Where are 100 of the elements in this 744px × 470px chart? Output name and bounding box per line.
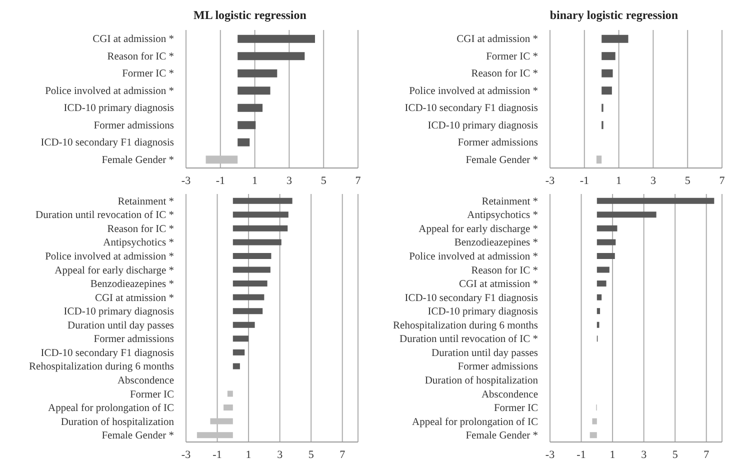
y-tick-label: Abscondence: [481, 389, 538, 400]
x-tick-label: 1: [610, 448, 616, 461]
bar: [232, 212, 288, 218]
y-tick-label: Reason for IC *: [471, 68, 538, 80]
y-tick-label: Rehospitalization during 6 months: [29, 362, 174, 373]
bar: [232, 336, 249, 342]
y-tick-label: ICD-10 secondary F1 diagnosis: [404, 103, 538, 114]
x-tick-label: -3: [181, 448, 192, 461]
y-tick-label: Abscondence: [117, 376, 174, 386]
bar: [232, 363, 240, 370]
x-tick-label: 3: [641, 448, 648, 461]
bar: [596, 239, 616, 246]
y-tick-label: Duration until day passes: [432, 348, 538, 359]
bar: [232, 294, 264, 300]
bar: [596, 252, 615, 259]
y-tick-label: Reason for IC *: [107, 51, 174, 62]
y-tick-label: ICD-10 primary diagnosis: [64, 103, 174, 114]
y-tick-label: Former IC *: [486, 51, 538, 62]
y-tick-label: Former admissions: [458, 138, 538, 149]
bar: [196, 432, 233, 438]
bar: [238, 104, 263, 112]
chart-title: binary logistic regression: [548, 8, 680, 24]
bar: [602, 34, 628, 43]
bar: [602, 52, 616, 60]
bar: [238, 86, 270, 95]
y-tick-label: Police involved at admission *: [409, 86, 538, 97]
y-tick-label: Female Gender *: [102, 154, 174, 166]
bar: [238, 69, 278, 78]
y-tick-label: Duration of hospitalization: [424, 376, 539, 386]
y-tick-label: Reason for IC *: [107, 224, 174, 235]
x-tick-label: 5: [320, 174, 327, 187]
y-tick-label: Retainment *: [482, 196, 538, 208]
x-tick-label: 3: [286, 174, 292, 187]
y-tick-label: Duration of hospitalization: [60, 416, 175, 428]
bar: [596, 225, 618, 232]
y-tick-label: Duration until revocation of IC *: [35, 210, 174, 222]
bar: [232, 308, 263, 314]
bar: [232, 349, 245, 356]
bar: [596, 266, 610, 273]
y-tick-label: Appeal for prolongation of IC: [412, 416, 538, 428]
x-tick-label: 7: [704, 448, 710, 461]
y-tick-label: Duration until revocation of IC *: [399, 334, 538, 346]
y-tick-label: Former admissions: [94, 334, 174, 346]
bar: [592, 418, 597, 424]
bar: [227, 390, 233, 397]
x-tick-label: 1: [252, 174, 258, 187]
x-tick-label: -1: [216, 174, 225, 187]
y-tick-label: Police involved at admission *: [409, 252, 538, 262]
bar: [596, 322, 600, 328]
x-tick-label: -3: [545, 448, 556, 461]
y-tick-label: Reason for IC *: [471, 265, 538, 276]
bar: [232, 225, 288, 232]
x-tick-label: 3: [650, 174, 656, 187]
y-tick-label: Benzodieazepines *: [454, 238, 538, 249]
bar: [210, 418, 233, 424]
y-tick-label: Antipsychotics *: [467, 210, 538, 222]
y-tick-label: Female Gender *: [466, 154, 538, 166]
bar: [238, 52, 305, 60]
bar: [232, 198, 292, 204]
y-tick-label: ICD-10 secondary F1 diagnosis: [40, 348, 174, 359]
x-tick-label: 5: [684, 174, 691, 187]
bar: [238, 34, 315, 43]
y-tick-label: CGI at atmission *: [458, 279, 538, 290]
bar: [232, 280, 268, 287]
bar: [596, 156, 602, 164]
bar: [232, 266, 270, 273]
bar: [590, 432, 597, 438]
bar: [596, 308, 600, 314]
y-tick-label: Police involved at admission *: [45, 86, 174, 97]
bar: [238, 121, 256, 130]
y-tick-label: Former IC *: [122, 68, 174, 80]
y-tick-label: ICD-10 secondary F1 diagnosis: [40, 138, 174, 149]
x-tick-label: -1: [580, 174, 589, 187]
bar: [596, 212, 656, 218]
y-tick-label: Former IC: [130, 389, 174, 400]
y-tick-label: ICD-10 secondary F1 diagnosis: [404, 292, 538, 304]
y-tick-label: Rehospitalization during 6 months: [393, 320, 538, 332]
bar: [602, 69, 613, 78]
y-tick-label: CGI at admission *: [92, 34, 174, 46]
chart-title: ML logistic regression: [192, 8, 308, 24]
x-tick-label: -1: [212, 448, 222, 461]
x-tick-label: 3: [277, 448, 284, 461]
bar: [206, 156, 238, 164]
x-tick-label: 5: [672, 448, 678, 461]
x-tick-label: 5: [308, 448, 314, 461]
y-tick-label: CGI at admission *: [456, 34, 538, 46]
y-tick-label: Appeal for early discharge *: [54, 265, 174, 276]
y-tick-label: Female Gender *: [466, 430, 538, 442]
bar: [224, 404, 233, 411]
y-tick-label: Appeal for prolongation of IC: [48, 403, 174, 414]
x-tick-label: -3: [181, 174, 192, 187]
x-tick-label: 1: [616, 174, 622, 187]
y-tick-label: Former admissions: [458, 362, 538, 373]
bar: [232, 239, 282, 246]
x-tick-label: 7: [719, 174, 726, 187]
y-tick-label: Former admissions: [94, 120, 174, 132]
y-tick-label: ICD-10 primary diagnosis: [428, 306, 538, 318]
x-tick-label: -3: [545, 174, 556, 187]
x-tick-label: 1: [246, 448, 252, 461]
y-tick-label: Former IC: [494, 403, 538, 414]
